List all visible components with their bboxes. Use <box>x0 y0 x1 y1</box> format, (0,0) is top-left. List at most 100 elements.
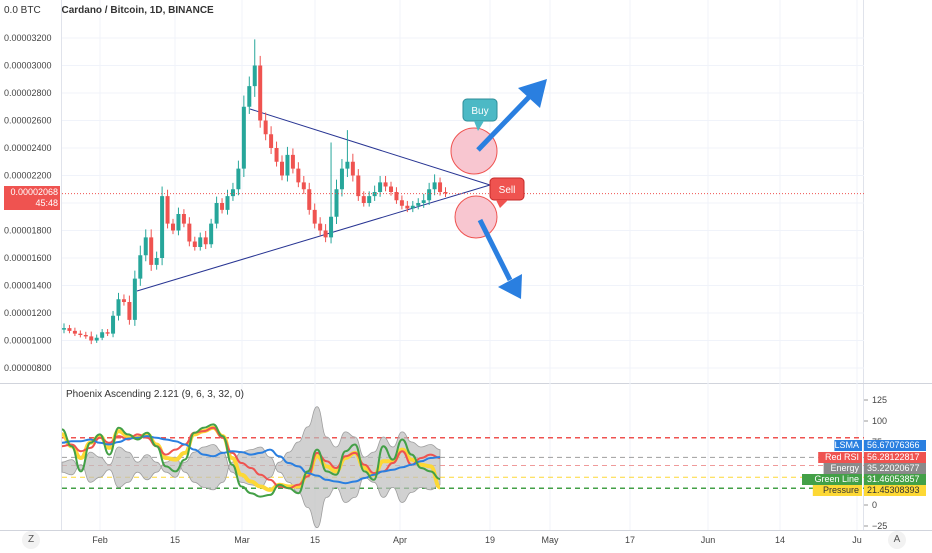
legend-name: Energy <box>830 463 859 473</box>
time-tick-label: Jun <box>701 535 716 545</box>
price-tick-label: 0.00000800 <box>4 363 52 373</box>
candle-body <box>378 182 383 192</box>
candle-body <box>367 196 372 203</box>
support-trend-line <box>136 184 491 292</box>
legend-value: 21.45308393 <box>867 485 920 495</box>
candle-body <box>285 154 290 176</box>
candle-body <box>394 192 399 201</box>
candle-body <box>203 237 208 245</box>
candle-body <box>323 230 328 238</box>
legend-value-badge <box>864 440 926 451</box>
time-tick-label: Apr <box>393 535 407 545</box>
indicator-tick-label: 100 <box>872 416 887 426</box>
indicator-title: Phoenix Ascending 2.121 (9, 6, 3, 32, 0) <box>66 389 244 400</box>
candle-body <box>209 223 214 245</box>
indicator-tick-label: 0 <box>872 500 877 510</box>
zoom-button-left[interactable]: Z <box>22 531 40 549</box>
candle-body <box>438 182 443 192</box>
price-badge-countdown: 45:48 <box>35 198 58 208</box>
sell-label: Sell <box>499 185 516 196</box>
time-tick-label: 15 <box>310 535 320 545</box>
candle-body <box>280 161 284 176</box>
price-tick-label: 0.00002600 <box>4 116 52 126</box>
price-tick-label: 0.00001800 <box>4 226 52 236</box>
price-badge: 0.00002068 45:48 <box>4 186 60 210</box>
chart-title: Cardano / Bitcoin, 1D, BINANCE <box>61 5 214 16</box>
auto-scale-button[interactable]: A <box>888 531 906 549</box>
time-tick-label: Ju <box>852 535 862 545</box>
candle-body <box>176 214 181 231</box>
legend-value: 31.46053857 <box>867 474 920 484</box>
candle-body <box>263 120 268 135</box>
candle-body <box>198 237 203 247</box>
candle-body <box>89 336 94 341</box>
candle-body <box>225 196 230 210</box>
candle-body <box>247 86 252 107</box>
candle-body <box>111 315 116 334</box>
candle-body <box>236 168 241 190</box>
candle-body <box>67 328 72 331</box>
legend-name: LSMA <box>834 440 859 450</box>
time-tick-label: 19 <box>485 535 495 545</box>
sell-callout-tail <box>496 200 508 208</box>
candle-body <box>143 237 148 256</box>
candle-body <box>301 182 306 190</box>
time-tick-label: 15 <box>170 535 180 545</box>
legend-name: Pressure <box>823 485 859 495</box>
currency-label: 0.0 BTC <box>4 5 41 16</box>
time-tick-label: May <box>541 535 559 545</box>
candle-body <box>427 189 432 201</box>
time-tick-label: 17 <box>625 535 635 545</box>
price-tick-label: 0.00002400 <box>4 143 52 153</box>
candle-body <box>94 337 99 341</box>
time-tick-label: Feb <box>92 535 108 545</box>
candle-body <box>154 258 159 265</box>
candle-body <box>230 189 235 197</box>
price-tick-label: 0.00002200 <box>4 171 52 181</box>
candle-body <box>318 223 323 231</box>
candle-body <box>361 196 366 203</box>
candle-body <box>187 223 192 242</box>
legend-name-badge <box>802 474 862 485</box>
chart-header: 0.0 BTC Cardano / Bitcoin, 1D, BINANCE <box>4 5 214 16</box>
legend-name-badge <box>834 440 862 451</box>
price-tick-label: 0.00001000 <box>4 336 52 346</box>
legend-value-badge <box>864 485 926 496</box>
candle-body <box>334 189 339 217</box>
candle-body <box>192 241 197 247</box>
candle-body <box>100 332 105 338</box>
indicator-tick-label: −25 <box>872 521 887 531</box>
up-arrow-head <box>518 79 547 108</box>
candle-body <box>241 106 246 169</box>
legend-name-badge <box>823 463 862 474</box>
price-tick-label: 0.00001400 <box>4 281 52 291</box>
time-tick-label: 14 <box>775 535 785 545</box>
candle-body <box>72 330 77 334</box>
candle-body <box>171 223 175 231</box>
up-arrow-shaft <box>476 94 532 152</box>
candle-body <box>127 302 132 320</box>
candle-body <box>252 65 257 87</box>
candle-body <box>296 168 301 183</box>
candle-body <box>432 182 437 190</box>
legend-name-badge <box>812 485 862 496</box>
candle-body <box>132 278 137 320</box>
legend-name-badge <box>818 452 862 463</box>
legend-value-badge <box>864 474 926 485</box>
candle-body <box>383 182 388 187</box>
candle-body <box>290 154 295 169</box>
candle-body <box>165 196 170 224</box>
legend-value-badge <box>864 452 926 463</box>
candle-body <box>312 209 317 224</box>
down-arrow-head <box>498 274 522 299</box>
price-badge-value: 0.00002068 <box>10 187 58 197</box>
candle-body <box>121 299 126 302</box>
price-tick-label: 0.00001600 <box>4 253 52 263</box>
candle-body <box>83 335 88 337</box>
sell-zone-circle <box>454 195 498 239</box>
candle-body <box>62 328 66 330</box>
candle-body <box>389 186 393 192</box>
candle-body <box>416 203 421 206</box>
